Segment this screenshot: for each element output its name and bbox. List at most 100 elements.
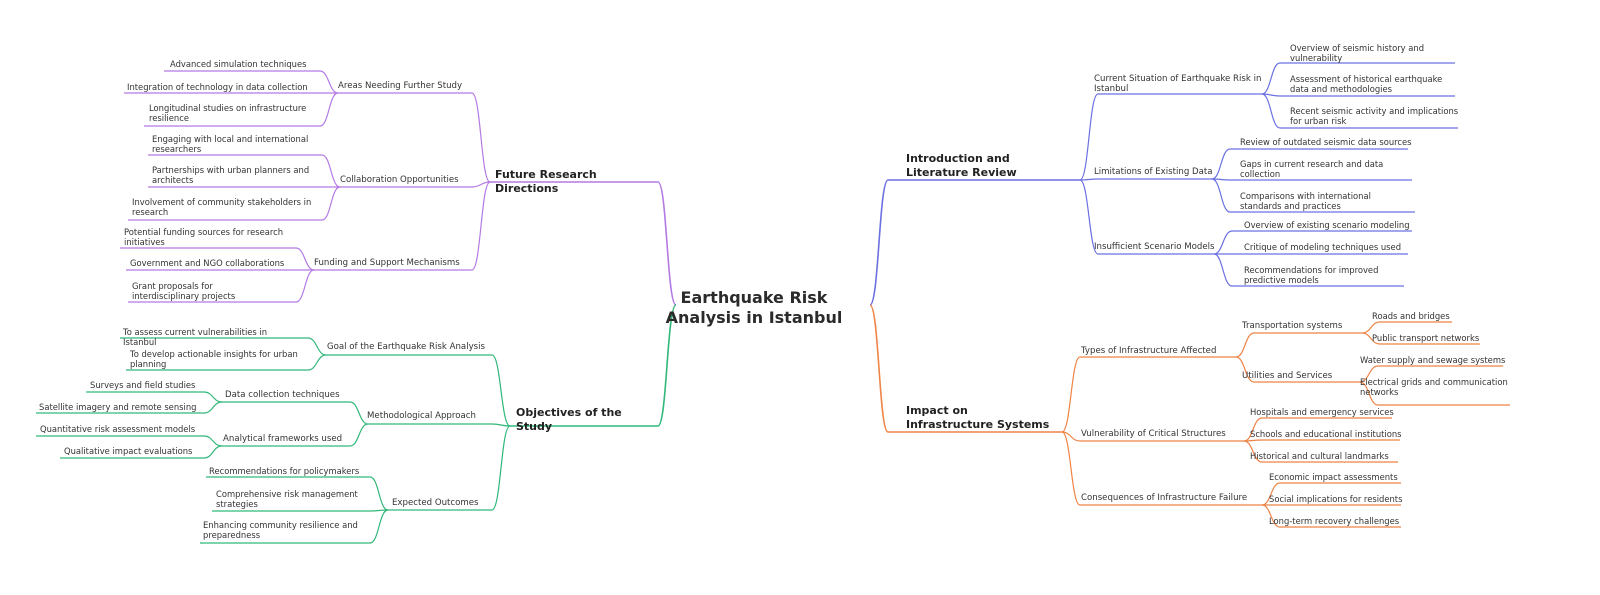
topic-limitations[interactable]: Limitations of Existing Data [1094,167,1244,177]
subtopic-label: Enhancing community resilience and prepa… [203,520,358,540]
branch-future-research[interactable]: Future Research Directions [495,168,655,196]
topic-analytical-frameworks[interactable]: Analytical frameworks used [223,434,343,444]
subtopic[interactable]: Assessment of historical earthquake data… [1290,74,1460,94]
connector [319,70,339,94]
topic-data-collection[interactable]: Data collection techniques [225,390,345,400]
subtopic-label: Assessment of historical earthquake data… [1290,74,1443,94]
topic-label: Consequences of Infrastructure Failure [1081,493,1248,503]
connector [1261,504,1281,528]
topic-utilities-and-services[interactable]: Utilities and Services [1242,371,1382,381]
connector [491,425,511,511]
subtopic[interactable]: Electrical grids and communication netwo… [1360,377,1510,397]
subtopic-label: Critique of modeling techniques used [1244,242,1402,252]
branch-introduction[interactable]: Introduction and Literature Review [906,152,1066,180]
connector [1261,93,1281,129]
subtopic-label: Review of outdated seismic data sources [1240,137,1412,147]
subtopic[interactable]: Recent seismic activity and implications… [1290,106,1460,126]
topic-goal[interactable]: Goal of the Earthquake Risk Analysis [327,342,487,352]
connector [349,401,369,425]
subtopic[interactable]: Comparisons with international standards… [1240,191,1405,211]
subtopic-label: Comparisons with international standards… [1240,191,1371,211]
subtopic[interactable]: Involvement of community stakeholders in… [132,197,312,217]
subtopic-label: Schools and educational institutions [1250,429,1402,439]
subtopic[interactable]: Overview of seismic history and vulnerab… [1290,43,1450,63]
subtopic[interactable]: Potential funding sources for research i… [124,227,294,247]
topic-label: Goal of the Earthquake Risk Analysis [327,342,486,352]
topic-label: Transportation systems [1242,321,1343,331]
subtopic[interactable]: Government and NGO collaborations [130,258,290,268]
connector [1061,431,1081,506]
subtopic[interactable]: Gaps in current research and data collec… [1240,159,1405,179]
subtopic[interactable]: Public transport networks [1372,333,1492,343]
subtopic[interactable]: Recommendations for policymakers [209,466,369,476]
subtopic[interactable]: Schools and educational institutions [1250,429,1420,439]
branch-objectives[interactable]: Objectives of the Study [516,406,656,434]
subtopic[interactable]: Integration of technology in data collec… [127,82,317,92]
subtopic[interactable]: Grant proposals for interdisciplinary pr… [132,281,282,301]
subtopic[interactable]: Enhancing community resilience and prepa… [203,520,363,540]
topic-scenario-models[interactable]: Insufficient Scenario Models [1094,242,1244,252]
subtopic[interactable]: Economic impact assessments [1269,472,1419,482]
subtopic-label: To develop actionable insights for urban… [130,349,298,369]
connector [1235,356,1255,383]
branch-impact[interactable]: Impact on Infrastructure Systems [906,404,1056,432]
branch-label: Impact on Infrastructure Systems [906,404,1050,431]
connector [869,304,889,433]
topic-critical-structures[interactable]: Vulnerability of Critical Structures [1081,429,1251,439]
subtopic[interactable]: Recommendations for improved predictive … [1244,265,1404,285]
subtopic[interactable]: Overview of existing scenario modeling [1244,220,1424,230]
subtopic[interactable]: Review of outdated seismic data sources [1240,137,1420,147]
connector [471,181,491,188]
subtopic[interactable]: Long-term recovery challenges [1269,516,1419,526]
subtopic-label: Roads and bridges [1372,311,1450,321]
subtopic[interactable]: Quantitative risk assessment models [40,424,200,434]
root-topic-label: Earthquake Risk Analysis in Istanbul [665,288,843,327]
subtopic[interactable]: Historical and cultural landmarks [1250,451,1420,461]
topic-types-of-infrastructure[interactable]: Types of Infrastructure Affected [1081,346,1241,356]
connector [1359,381,1379,406]
connector [369,509,389,544]
subtopic[interactable]: To develop actionable insights for urban… [130,349,300,369]
topic-areas-further-study[interactable]: Areas Needing Further Study [338,81,468,91]
connector [1361,332,1381,345]
connector [349,423,369,447]
topic-label: Limitations of Existing Data [1094,167,1213,177]
topic-funding[interactable]: Funding and Support Mechanisms [314,258,464,268]
subtopic-label: Social implications for residents [1269,494,1403,504]
subtopic[interactable]: Critique of modeling techniques used [1244,242,1414,252]
subtopic[interactable]: Qualitative impact evaluations [64,446,204,456]
subtopic[interactable]: Partnerships with urban planners and arc… [152,165,312,185]
connector [1061,431,1081,442]
subtopic-label: Potential funding sources for research i… [124,227,284,247]
subtopic[interactable]: Comprehensive risk management strategies [216,489,366,509]
subtopic[interactable]: Surveys and field studies [90,380,200,390]
root-topic[interactable]: Earthquake Risk Analysis in Istanbul [664,288,844,328]
topic-label: Types of Infrastructure Affected [1081,346,1217,356]
connector [1061,356,1081,433]
connector [1213,253,1233,287]
branch-label: Future Research Directions [495,168,597,195]
connector [203,445,223,459]
subtopic[interactable]: Social implications for residents [1269,494,1419,504]
connector [319,92,339,127]
topic-transportation-systems[interactable]: Transportation systems [1242,321,1382,331]
subtopic[interactable]: Water supply and sewage systems [1360,355,1510,365]
subtopic[interactable]: Advanced simulation techniques [170,59,320,69]
connector [1213,230,1233,255]
connector [657,304,677,427]
branch-label: Introduction and Literature Review [906,152,1017,179]
subtopic[interactable]: Roads and bridges [1372,311,1492,321]
topic-current-situation[interactable]: Current Situation of Earthquake Risk in … [1094,74,1264,94]
subtopic[interactable]: Longitudinal studies on infrastructure r… [149,103,309,123]
subtopic[interactable]: Engaging with local and international re… [152,134,312,154]
subtopic-label: Partnerships with urban planners and arc… [152,165,310,185]
subtopic[interactable]: To assess current vulnerabilities in Ist… [123,327,303,347]
topic-consequences[interactable]: Consequences of Infrastructure Failure [1081,493,1261,503]
topic-expected-outcomes[interactable]: Expected Outcomes [392,498,492,508]
subtopic[interactable]: Hospitals and emergency services [1250,407,1410,417]
connector [471,92,491,183]
topic-collaboration[interactable]: Collaboration Opportunities [340,175,470,185]
subtopic[interactable]: Satellite imagery and remote sensing [39,402,199,412]
topic-methodology[interactable]: Methodological Approach [367,411,477,421]
